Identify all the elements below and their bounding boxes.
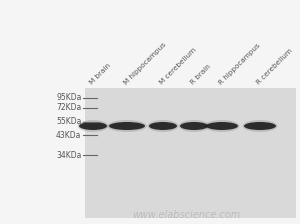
Ellipse shape — [148, 120, 178, 132]
Ellipse shape — [180, 122, 208, 130]
Text: R brain: R brain — [190, 64, 212, 86]
Ellipse shape — [78, 120, 108, 132]
Text: R cerebellum: R cerebellum — [256, 48, 294, 86]
Ellipse shape — [178, 120, 209, 132]
Text: M brain: M brain — [89, 63, 112, 86]
Text: 55KDa: 55KDa — [56, 118, 82, 127]
Text: 95KDa: 95KDa — [56, 93, 82, 103]
Text: R hippocampus: R hippocampus — [218, 42, 261, 86]
Text: 34KDa: 34KDa — [56, 151, 82, 159]
Text: www.elabscience.com: www.elabscience.com — [132, 210, 240, 220]
Bar — [85, 88, 296, 218]
Text: M cerebellum: M cerebellum — [159, 47, 198, 86]
Ellipse shape — [244, 122, 276, 130]
Ellipse shape — [79, 122, 107, 130]
Ellipse shape — [109, 122, 145, 130]
Ellipse shape — [107, 120, 147, 132]
Ellipse shape — [149, 122, 177, 130]
Text: M hippocampus: M hippocampus — [123, 41, 167, 86]
Ellipse shape — [242, 120, 278, 132]
Ellipse shape — [204, 120, 240, 132]
Text: 72KDa: 72KDa — [56, 103, 82, 112]
Ellipse shape — [206, 122, 238, 130]
Text: 43KDa: 43KDa — [56, 131, 82, 140]
